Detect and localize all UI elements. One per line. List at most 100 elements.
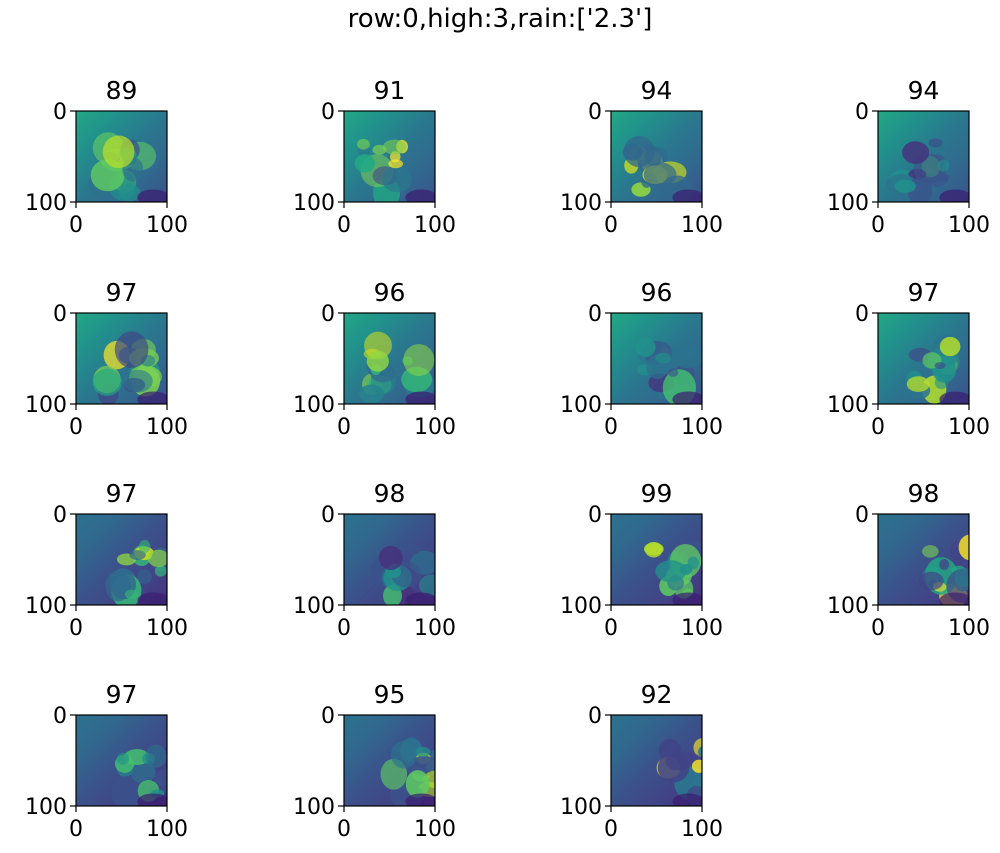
y-tick-label: 100: [560, 393, 602, 418]
panel-frame: [610, 513, 703, 606]
panel-title: 94: [641, 76, 673, 105]
y-tick-label: 0: [588, 503, 602, 528]
y-tick-label: 100: [293, 191, 335, 216]
x-tick-label: 100: [948, 616, 990, 641]
y-tick-label: 0: [53, 100, 67, 125]
panel-title: 97: [908, 278, 940, 307]
panel-frame: [610, 312, 703, 405]
y-tick-label: 100: [293, 393, 335, 418]
y-tick-label: 100: [827, 191, 869, 216]
x-tick-label: 100: [681, 817, 723, 842]
x-tick-label: 0: [69, 213, 83, 238]
panel-frame: [343, 513, 436, 606]
x-tick-label: 100: [414, 415, 456, 440]
panel-frame: [343, 110, 436, 203]
y-tick-label: 0: [855, 503, 869, 528]
x-tick-label: 100: [146, 817, 188, 842]
x-tick-label: 100: [414, 616, 456, 641]
y-tick-label: 0: [588, 100, 602, 125]
panel-frame: [877, 513, 970, 606]
panel-title: 97: [106, 278, 138, 307]
y-tick-label: 100: [827, 594, 869, 619]
figure-title: row:0,high:3,rain:['2.3']: [347, 4, 653, 34]
x-tick-label: 100: [146, 213, 188, 238]
y-tick-label: 100: [25, 393, 67, 418]
y-tick-label: 0: [855, 100, 869, 125]
x-tick-label: 100: [948, 213, 990, 238]
y-tick-label: 0: [321, 503, 335, 528]
y-tick-label: 0: [855, 302, 869, 327]
y-tick-label: 0: [588, 302, 602, 327]
y-tick-label: 0: [53, 302, 67, 327]
x-tick-label: 0: [337, 817, 351, 842]
x-tick-label: 100: [146, 616, 188, 641]
x-tick-label: 0: [871, 415, 885, 440]
panel-frame: [877, 312, 970, 405]
y-tick-label: 100: [25, 191, 67, 216]
y-tick-label: 100: [25, 795, 67, 820]
panel-frame: [343, 714, 436, 807]
x-tick-label: 100: [681, 616, 723, 641]
x-tick-label: 0: [337, 213, 351, 238]
x-tick-label: 0: [69, 415, 83, 440]
x-tick-label: 0: [604, 616, 618, 641]
y-tick-label: 100: [827, 393, 869, 418]
y-tick-label: 0: [53, 704, 67, 729]
x-tick-label: 0: [604, 415, 618, 440]
y-tick-label: 0: [53, 503, 67, 528]
panel-title: 98: [908, 479, 940, 508]
x-tick-label: 0: [337, 616, 351, 641]
panel-title: 91: [374, 76, 406, 105]
panel-title: 97: [106, 479, 138, 508]
x-tick-label: 100: [681, 415, 723, 440]
panel-title: 96: [641, 278, 673, 307]
panel-frame: [75, 312, 168, 405]
panel-title: 97: [106, 680, 138, 709]
x-tick-label: 0: [604, 213, 618, 238]
x-tick-label: 0: [69, 616, 83, 641]
x-tick-label: 0: [871, 213, 885, 238]
panel-title: 89: [106, 76, 138, 105]
y-tick-label: 100: [560, 795, 602, 820]
x-tick-label: 100: [948, 415, 990, 440]
x-tick-label: 0: [337, 415, 351, 440]
panel-frame: [343, 312, 436, 405]
y-tick-label: 100: [25, 594, 67, 619]
y-tick-label: 0: [321, 704, 335, 729]
y-tick-label: 0: [321, 302, 335, 327]
y-tick-label: 100: [560, 594, 602, 619]
y-tick-label: 100: [560, 191, 602, 216]
x-tick-label: 100: [414, 817, 456, 842]
y-tick-label: 0: [588, 704, 602, 729]
x-tick-label: 0: [604, 817, 618, 842]
panel-title: 94: [908, 76, 940, 105]
panel-frame: [75, 110, 168, 203]
x-tick-label: 100: [146, 415, 188, 440]
panel-frame: [877, 110, 970, 203]
panel-title: 92: [641, 680, 673, 709]
panel-frame: [610, 110, 703, 203]
y-tick-label: 0: [321, 100, 335, 125]
x-tick-label: 0: [69, 817, 83, 842]
y-tick-label: 100: [293, 594, 335, 619]
x-tick-label: 100: [681, 213, 723, 238]
panel-frame: [75, 714, 168, 807]
panel-frame: [610, 714, 703, 807]
panel-title: 96: [374, 278, 406, 307]
panel-title: 98: [374, 479, 406, 508]
